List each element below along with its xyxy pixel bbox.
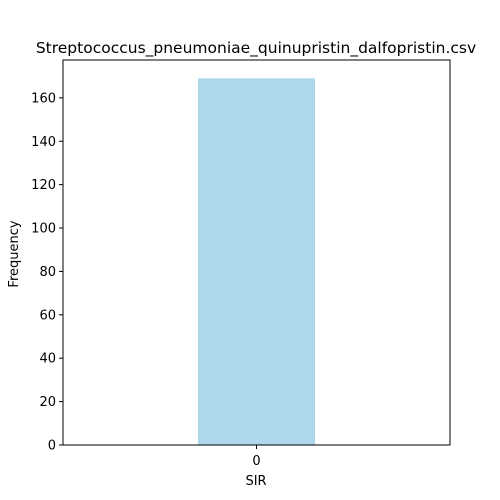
y-tick-label: 20 <box>39 395 56 410</box>
x-axis-ticks: 0 <box>252 445 261 469</box>
y-tick-label: 40 <box>39 352 56 367</box>
y-tick-label: 140 <box>31 135 56 150</box>
y-axis-label: Frequency <box>7 220 22 287</box>
chart-title: Streptococcus_pneumoniae_quinupristin_da… <box>36 39 476 58</box>
plot-area <box>62 59 451 446</box>
y-tick-label: 0 <box>48 439 56 454</box>
y-tick-label: 80 <box>39 265 56 280</box>
y-tick-label: 60 <box>39 308 56 323</box>
bars <box>198 78 315 445</box>
bar-0 <box>198 78 315 445</box>
x-tick-label: 0 <box>252 454 260 469</box>
y-tick-label: 160 <box>31 91 56 106</box>
y-tick-label: 100 <box>31 222 56 237</box>
x-axis-label: SIR <box>245 474 266 489</box>
y-axis-ticks: 0 20 40 60 80 100 120 140 160 <box>31 91 63 454</box>
y-tick-label: 120 <box>31 178 56 193</box>
